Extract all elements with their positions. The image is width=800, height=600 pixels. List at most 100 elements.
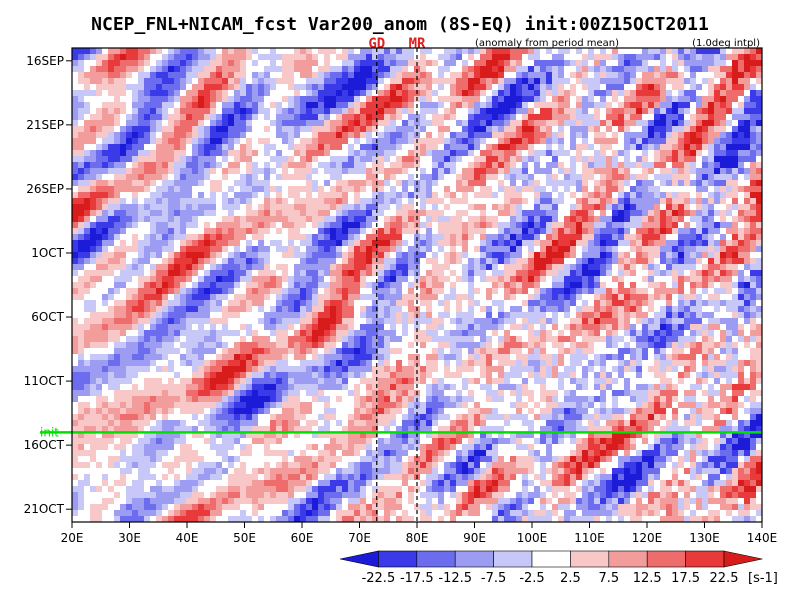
field-cell	[354, 162, 361, 169]
field-cell	[522, 234, 529, 241]
field-cell	[102, 84, 109, 91]
field-cell	[408, 102, 415, 109]
field-cell	[168, 102, 175, 109]
field-cell	[648, 108, 655, 115]
field-cell	[186, 180, 193, 187]
field-cell	[528, 264, 535, 271]
field-cell	[294, 156, 301, 163]
field-cell	[516, 132, 523, 139]
field-cell	[366, 276, 373, 283]
field-cell	[114, 150, 121, 157]
field-cell	[258, 156, 265, 163]
field-cell	[336, 132, 343, 139]
field-cell	[168, 246, 175, 253]
field-cell	[204, 198, 211, 205]
field-cell	[288, 72, 295, 79]
field-cell	[378, 288, 385, 295]
field-cell	[312, 180, 319, 187]
field-cell	[630, 264, 637, 271]
field-cell	[216, 294, 223, 301]
field-cell	[444, 102, 451, 109]
field-cell	[726, 138, 733, 145]
field-cell	[354, 300, 361, 307]
field-cell	[354, 258, 361, 265]
field-cell	[528, 168, 535, 175]
field-cell	[564, 180, 571, 187]
field-cell	[714, 258, 721, 265]
field-cell	[726, 300, 733, 307]
field-cell	[162, 150, 169, 157]
field-cell	[348, 228, 355, 235]
field-cell	[222, 78, 229, 85]
field-cell	[348, 48, 355, 55]
field-cell	[552, 108, 559, 115]
field-cell	[168, 162, 175, 169]
field-cell	[396, 222, 403, 229]
field-cell	[630, 60, 637, 67]
field-cell	[606, 138, 613, 145]
field-cell	[162, 258, 169, 265]
field-cell	[726, 258, 733, 265]
field-cell	[708, 174, 715, 181]
field-cell	[666, 228, 673, 235]
field-cell	[426, 288, 433, 295]
field-cell	[216, 264, 223, 271]
field-cell	[756, 102, 762, 109]
field-cell	[222, 240, 229, 247]
field-cell	[606, 120, 613, 127]
field-cell	[288, 228, 295, 235]
field-cell	[318, 162, 325, 169]
field-cell	[534, 120, 541, 127]
field-cell	[180, 168, 187, 175]
field-cell	[756, 60, 762, 67]
field-cell	[474, 120, 481, 127]
field-cell	[258, 60, 265, 67]
field-cell	[342, 90, 349, 97]
field-cell	[462, 90, 469, 97]
field-cell	[540, 198, 547, 205]
field-cell	[348, 300, 355, 307]
field-cell	[330, 126, 337, 133]
field-cell	[384, 66, 391, 73]
field-cell	[360, 108, 367, 115]
field-cell	[294, 102, 301, 109]
field-cell	[78, 186, 85, 193]
field-cell	[264, 216, 271, 223]
field-cell	[228, 192, 235, 199]
field-cell	[438, 222, 445, 229]
field-cell	[216, 78, 223, 85]
field-cell	[372, 192, 379, 199]
field-cell	[396, 54, 403, 61]
field-cell	[528, 162, 535, 169]
field-cell	[720, 78, 727, 85]
field-cell	[354, 192, 361, 199]
field-cell	[156, 282, 163, 289]
field-cell	[294, 228, 301, 235]
field-cell	[576, 144, 583, 151]
field-cell	[582, 66, 589, 73]
field-cell	[570, 258, 577, 265]
field-cell	[204, 240, 211, 247]
field-cell	[720, 156, 727, 163]
field-cell	[738, 162, 745, 169]
field-cell	[156, 54, 163, 61]
field-cell	[198, 276, 205, 283]
field-cell	[126, 60, 133, 67]
field-cell	[240, 132, 247, 139]
field-cell	[192, 288, 199, 295]
field-cell	[684, 210, 691, 217]
field-cell	[336, 306, 343, 313]
field-cell	[360, 102, 367, 109]
field-cell	[108, 108, 115, 115]
field-cell	[330, 192, 337, 199]
field-cell	[372, 270, 379, 277]
field-cell	[474, 126, 481, 133]
field-cell	[120, 186, 127, 193]
field-cell	[330, 132, 337, 139]
field-cell	[444, 234, 451, 241]
field-cell	[528, 102, 535, 109]
field-cell	[318, 246, 325, 253]
field-cell	[204, 96, 211, 103]
field-cell	[372, 84, 379, 91]
field-cell	[426, 234, 433, 241]
